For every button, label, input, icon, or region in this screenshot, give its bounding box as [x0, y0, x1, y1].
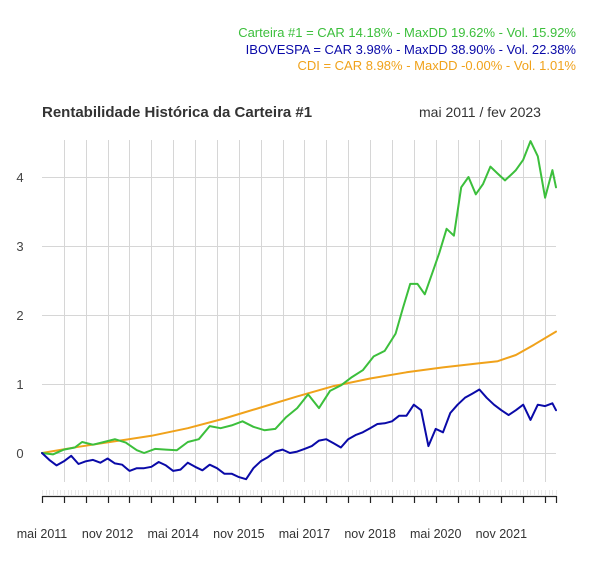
y-tick-label: 1: [16, 377, 23, 392]
chart-title: Rentabilidade Histórica da Carteira #1: [42, 104, 313, 121]
x-tick-label: mai 2017: [279, 527, 330, 541]
x-tick-label: nov 2021: [476, 527, 527, 541]
chart-legend: Carteira #1 = CAR 14.18% - MaxDD 19.62% …: [238, 25, 576, 75]
y-axis: 0 1 2 3 4: [16, 170, 23, 461]
x-axis: mai 2011 nov 2012 mai 2014 nov 2015 mai 2017…: [17, 490, 558, 541]
series-lines: [41, 140, 557, 481]
x-tick-label: nov 2012: [82, 527, 133, 541]
x-tick-label: nov 2015: [213, 527, 264, 541]
y-tick-label: 2: [16, 308, 23, 323]
y-tick-label: 0: [16, 446, 23, 461]
chart-period: mai 2011 / fev 2023: [419, 104, 541, 120]
y-tick-label: 4: [16, 170, 23, 185]
legend-entry-ibovespa: IBOVESPA = CAR 3.98% - MaxDD 38.90% - Vo…: [245, 41, 576, 57]
legend-entry-carteira: Carteira #1 = CAR 14.18% - MaxDD 19.62% …: [238, 25, 576, 40]
x-tick-label: mai 2011: [17, 527, 68, 541]
y-tick-label: 3: [16, 239, 23, 254]
legend-entry-cdi: CDI = CAR 8.98% - MaxDD -0.00% - Vol. 1.…: [297, 58, 576, 73]
series-line-cdi: [41, 330, 557, 454]
x-tick-label: nov 2018: [344, 527, 395, 541]
series-line-carteira-1: [41, 140, 557, 456]
series-line-ibovespa: [41, 388, 557, 481]
x-tick-label: mai 2014: [148, 527, 199, 541]
x-tick-label: mai 2020: [410, 527, 461, 541]
